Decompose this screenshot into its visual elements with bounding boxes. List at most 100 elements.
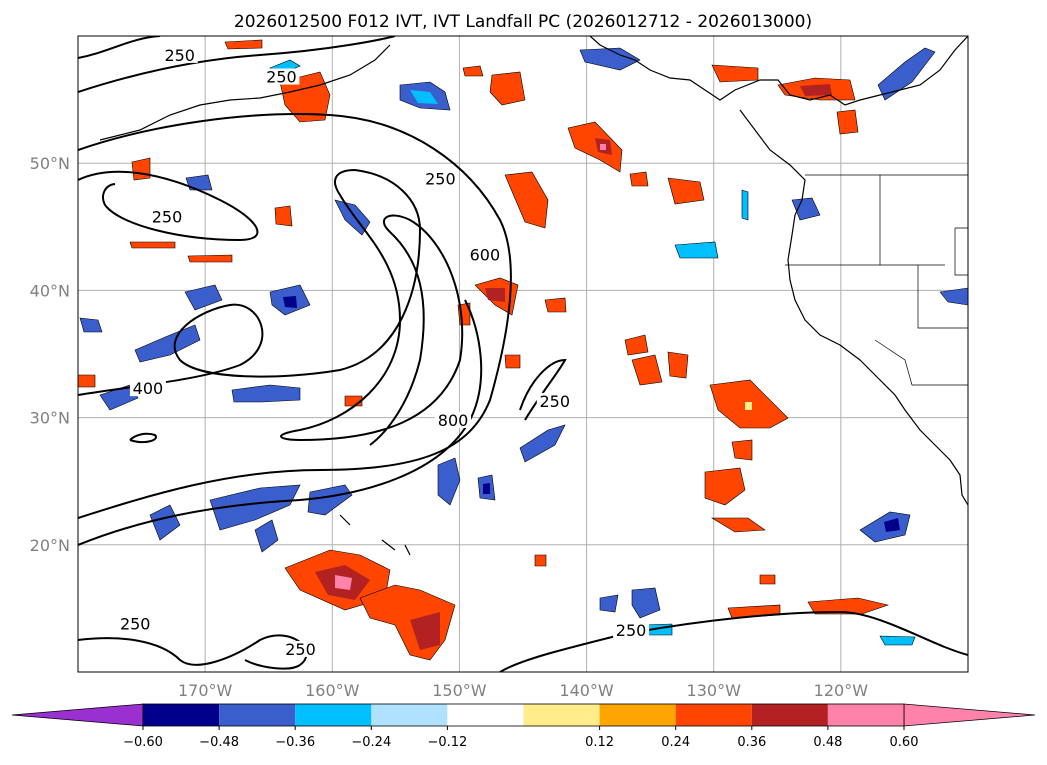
pc-region [704,467,746,506]
pc-region [185,174,213,191]
pc-region [504,354,521,369]
lat-tick-label: 20°N [30,536,70,555]
pc-region [129,241,176,249]
pc-region [231,384,301,403]
colorbar-bin [219,704,296,726]
contour-label-bg [117,615,154,632]
gridlines [78,36,968,672]
coastlines [99,36,968,556]
pc-region [437,457,461,506]
contour-label-bg [129,380,166,397]
lon-tick-label: 160°W [305,681,360,700]
pc-region [667,351,689,379]
pc-region [131,157,151,181]
pc-region [134,324,201,363]
lon-tick-label: 150°W [432,681,487,700]
pc-region [667,177,705,205]
colorbar-bin [143,704,220,726]
pc-region [519,424,566,463]
contour-label-bg [422,170,459,187]
pc-region [599,594,619,613]
lat-tick-label: 40°N [30,281,70,300]
pc-region [791,197,821,221]
contour-label: 250 [616,621,647,640]
pc-region [741,189,749,221]
colorbar-tick-label: −0.60 [123,735,163,750]
pc-region [149,504,181,541]
pc-region [879,635,916,646]
map-background [78,36,968,672]
contour-label: 250 [152,207,183,226]
colorbar-under-extension [11,703,144,727]
ivt-contours [78,36,968,672]
colorbar-tick-label: 0.36 [737,735,766,750]
contour-label-bg [282,640,319,657]
contour-label: 250 [540,392,571,411]
colorbar-tick-label: −0.24 [351,735,391,750]
pc-region [209,484,301,531]
pc-region [731,439,753,461]
latitude-labels: 50°N 40°N 30°N 20°N [30,154,70,555]
pc-region [283,296,297,308]
colorbar-bin [371,704,448,726]
pc-region [674,241,719,259]
contour-label: 250 [164,46,195,65]
contour-label: 250 [120,614,151,633]
pc-shading [78,39,968,661]
pc-region [544,297,567,313]
colorbar-tick-label: 0.12 [585,735,614,750]
lon-tick-label: 140°W [559,681,614,700]
pc-region [274,205,293,227]
pc-region [939,287,968,306]
colorbar: −0.60 −0.48 −0.36 −0.24 −0.12 0.12 0.24 0.36 0.4… [11,703,1036,750]
contour-label-bg [435,411,472,428]
pc-region [224,39,263,50]
pc-region [504,171,549,229]
lon-tick-label: 120°W [814,681,869,700]
pc-region [884,518,900,532]
pc-region [485,288,505,302]
contour-label-bg [536,392,573,409]
contour-label-bg [149,208,185,225]
contour-label-bg [161,46,198,63]
pc-region [254,519,279,553]
contour-labels: 250 250 250 250 600 400 800 250 250 250 250 [117,46,650,659]
lat-tick-label: 30°N [30,409,70,428]
pc-region [184,284,223,311]
pc-region [187,254,233,263]
pc-region [624,334,649,356]
colorbar-bin [827,704,904,726]
pc-region [483,483,490,494]
pc-region [567,121,623,173]
pc-region [335,575,352,590]
colorbar-frame [142,703,905,727]
pc-region [836,109,859,135]
colorbar-tick-label: 0.24 [661,735,690,750]
colorbar-bin [295,704,372,726]
pc-region [800,84,832,96]
pc-region [410,90,438,104]
pc-region [79,317,103,333]
colorbar-bin [523,704,600,726]
pc-region [78,374,96,388]
map-panel: 250 250 250 250 600 400 800 250 250 250 250 [77,35,969,673]
negative-anomalies [79,47,968,646]
colorbar-tick-label: −0.12 [427,735,467,750]
pc-region [410,612,440,650]
contour-label: 250 [266,68,297,87]
pc-region [631,587,661,619]
colorbar-bin [599,704,676,726]
lon-tick-label: 130°W [687,681,742,700]
map-title: 2026012500 F012 IVT, IVT Landfall PC (20… [234,12,812,32]
pc-region [629,171,649,187]
pc-region [307,484,353,516]
contour-label-bg [466,246,503,263]
contour-label: 250 [425,169,456,188]
state-borders [785,174,968,386]
colorbar-over-extension [903,703,1036,727]
colorbar-bin [447,704,524,726]
colorbar-bin [675,704,752,726]
contour-label: 250 [285,640,316,659]
colorbar-bin [751,704,828,726]
longitude-labels: 170°W 160°W 150°W 140°W 130°W 120°W [178,681,868,700]
